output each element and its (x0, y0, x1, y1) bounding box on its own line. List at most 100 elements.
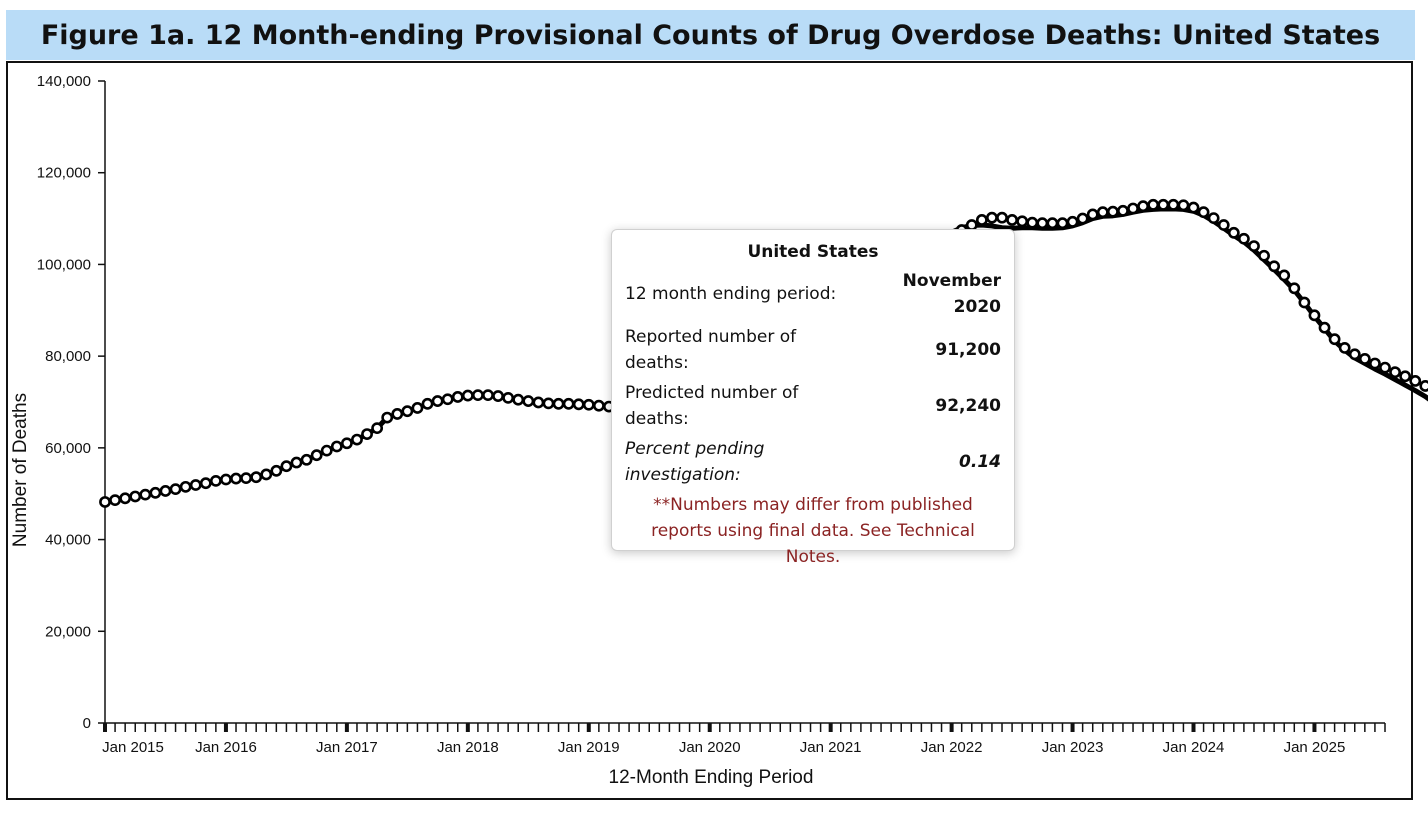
reported-point[interactable] (240, 472, 252, 485)
tooltip-label: 12 month ending period: (625, 284, 837, 304)
reported-point[interactable] (1026, 216, 1039, 229)
reported-point[interactable] (1187, 201, 1200, 214)
tooltip-row-predicted: Predicted number of deaths: 92,240 (625, 380, 1001, 432)
reported-point[interactable] (1066, 215, 1079, 228)
reported-point[interactable] (199, 477, 212, 490)
reported-point[interactable] (1358, 352, 1371, 365)
reported-point[interactable] (361, 428, 373, 440)
reported-point[interactable] (149, 486, 162, 499)
reported-point[interactable] (1137, 200, 1150, 213)
reported-point[interactable] (1036, 217, 1049, 230)
reported-point[interactable] (290, 456, 303, 469)
reported-point[interactable] (1248, 240, 1260, 252)
reported-point[interactable] (421, 397, 434, 410)
reported-point[interactable] (1016, 215, 1029, 228)
reported-point[interactable] (472, 389, 484, 402)
reported-point[interactable] (371, 422, 384, 435)
reported-point[interactable] (330, 440, 343, 453)
reported-point[interactable] (260, 468, 273, 481)
reported-point[interactable] (1338, 341, 1351, 354)
reported-point[interactable] (270, 464, 283, 477)
reported-point[interactable] (1227, 226, 1240, 239)
reported-point[interactable] (1268, 260, 1281, 273)
reported-point[interactable] (502, 391, 515, 404)
reported-point[interactable] (1086, 208, 1099, 221)
reported-point[interactable] (1056, 217, 1069, 230)
reported-point[interactable] (562, 397, 575, 410)
y-tick-label: 80,000 (45, 348, 91, 365)
reported-point[interactable] (179, 480, 192, 493)
reported-point[interactable] (431, 395, 444, 407)
reported-point[interactable] (512, 393, 525, 406)
x-axis-title: 12-Month Ending Period (609, 767, 814, 788)
reported-point[interactable] (1117, 204, 1129, 217)
reported-point[interactable] (1379, 361, 1391, 374)
reported-point[interactable] (1369, 357, 1381, 370)
reported-point[interactable] (532, 396, 545, 409)
reported-point[interactable] (552, 397, 565, 410)
reported-point[interactable] (1409, 375, 1422, 387)
reported-point[interactable] (1298, 296, 1311, 309)
reported-point[interactable] (300, 453, 313, 466)
reported-point[interactable] (542, 397, 555, 410)
reported-point[interactable] (351, 433, 363, 446)
reported-point[interactable] (441, 393, 454, 406)
reported-point[interactable] (1389, 366, 1401, 379)
reported-point[interactable] (411, 402, 424, 414)
reported-point[interactable] (1318, 321, 1331, 334)
reported-point[interactable] (1127, 202, 1139, 215)
reported-point[interactable] (572, 398, 585, 411)
reported-point[interactable] (310, 449, 323, 462)
reported-point[interactable] (1167, 198, 1180, 211)
reported-point[interactable] (1278, 269, 1291, 282)
reported-point[interactable] (482, 389, 494, 402)
reported-point[interactable] (280, 460, 293, 473)
reported-point[interactable] (230, 472, 242, 485)
reported-point[interactable] (1217, 219, 1230, 231)
reported-point[interactable] (159, 485, 172, 497)
reported-point[interactable] (340, 437, 353, 450)
reported-point[interactable] (451, 391, 464, 403)
reported-point[interactable] (401, 405, 414, 418)
reported-point[interactable] (1157, 198, 1170, 211)
reported-point[interactable] (1328, 333, 1341, 346)
reported-point[interactable] (139, 488, 152, 501)
reported-point[interactable] (996, 211, 1008, 224)
reported-point[interactable] (381, 411, 394, 424)
reported-point[interactable] (99, 496, 111, 508)
reported-point[interactable] (391, 408, 404, 420)
reported-point[interactable] (119, 492, 132, 505)
reported-point[interactable] (1096, 206, 1109, 219)
reported-point[interactable] (1348, 348, 1361, 361)
reported-point[interactable] (1197, 206, 1210, 219)
reported-point[interactable] (189, 479, 202, 491)
reported-point[interactable] (1076, 212, 1089, 225)
reported-point[interactable] (1258, 249, 1270, 262)
x-tick-label: Jan 2025 (1284, 739, 1346, 756)
reported-point[interactable] (582, 398, 595, 411)
reported-point[interactable] (129, 490, 142, 503)
reported-point[interactable] (492, 390, 504, 402)
reported-point[interactable] (592, 399, 605, 412)
reported-point[interactable] (1046, 217, 1059, 230)
reported-point[interactable] (209, 474, 222, 487)
reported-point[interactable] (1288, 282, 1301, 295)
reported-point[interactable] (1419, 380, 1428, 392)
reported-point[interactable] (1207, 212, 1220, 225)
reported-point[interactable] (522, 395, 535, 407)
reported-point[interactable] (1399, 370, 1412, 383)
reported-point[interactable] (169, 483, 182, 496)
reported-point[interactable] (320, 444, 333, 457)
reported-point[interactable] (1006, 214, 1018, 226)
reported-point[interactable] (1106, 205, 1119, 218)
reported-point[interactable] (250, 471, 263, 484)
reported-point[interactable] (1238, 232, 1250, 245)
reported-point[interactable] (461, 389, 474, 402)
reported-point[interactable] (1147, 198, 1160, 211)
reported-point[interactable] (986, 211, 998, 224)
reported-point[interactable] (109, 494, 121, 507)
reported-point[interactable] (1308, 309, 1321, 322)
reported-point[interactable] (975, 214, 988, 226)
reported-point[interactable] (1177, 199, 1190, 212)
reported-point[interactable] (220, 473, 232, 486)
